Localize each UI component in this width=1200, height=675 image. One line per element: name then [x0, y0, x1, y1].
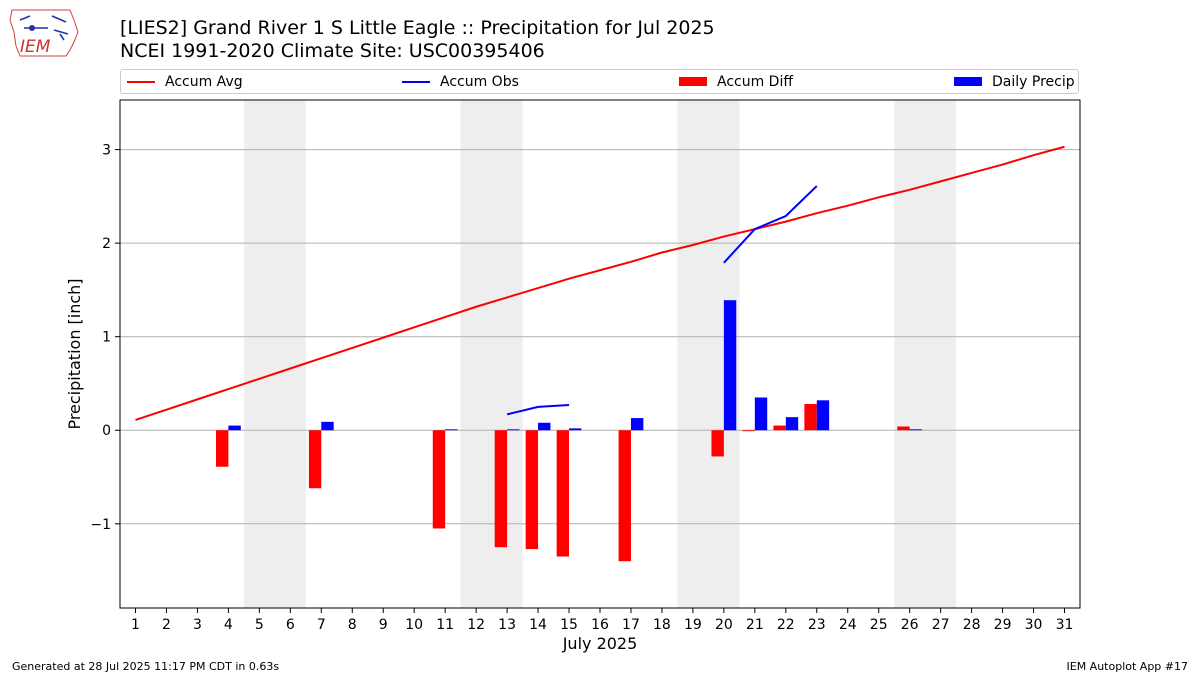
x-tick-label-3: 3 [193, 617, 202, 633]
y-tick-label-2: 1 [102, 330, 111, 346]
legend-label-accum-obs: Accum Obs [440, 73, 519, 90]
logo-text: IEM [20, 37, 51, 57]
legend-swatch-daily-precip [954, 77, 982, 86]
weekend-shade-1 [460, 100, 523, 608]
y-tick-label-4: 3 [102, 143, 111, 159]
x-tick-label-15: 15 [560, 617, 578, 633]
weekend-shade-3 [894, 100, 957, 608]
legend-label-daily-precip: Daily Precip [992, 73, 1075, 90]
footer-app: IEM Autoplot App #17 [1066, 660, 1189, 673]
accum-diff-bar-day-26 [897, 426, 910, 431]
x-tick-label-20: 20 [715, 617, 733, 633]
legend-item-accum-obs: Accum Obs [402, 70, 519, 93]
y-tick-label-1: 0 [102, 423, 111, 439]
x-tick-label-31: 31 [1056, 617, 1074, 633]
x-tick-label-17: 17 [622, 617, 640, 633]
x-tick-label-18: 18 [653, 617, 671, 633]
x-tick-label-19: 19 [684, 617, 702, 633]
accum-diff-bar-day-11 [432, 430, 446, 529]
daily-precip-bar-day-17 [630, 418, 644, 431]
accum-diff-bar-day-17 [618, 430, 631, 562]
weekend-shade-0 [243, 100, 306, 608]
x-tick-label-25: 25 [870, 617, 888, 633]
daily-precip-bar-day-13 [507, 429, 520, 431]
x-tick-label-13: 13 [498, 617, 516, 633]
footer-generated: Generated at 28 Jul 2025 11:17 PM CDT in… [12, 660, 280, 673]
x-tick-label-5: 5 [255, 617, 264, 633]
legend-label-accum-diff: Accum Diff [717, 73, 794, 90]
legend: Accum Avg Accum Obs Accum Diff Daily Pre… [120, 69, 1079, 94]
daily-precip-bar-day-21 [754, 397, 768, 431]
accum-diff-bar-day-23 [804, 404, 817, 431]
x-tick-label-30: 30 [1025, 617, 1043, 633]
x-tick-label-27: 27 [932, 617, 950, 633]
x-tick-label-10: 10 [405, 617, 423, 633]
accum-diff-bar-day-7 [308, 430, 322, 489]
x-axis-label: July 2025 [562, 634, 638, 653]
daily-precip-bar-day-14 [538, 422, 551, 431]
x-tick-label-16: 16 [591, 617, 609, 633]
accum-obs-line-segment-1 [723, 185, 818, 264]
y-tick-label-0: −1 [90, 517, 111, 533]
legend-swatch-accum-diff [679, 77, 707, 86]
legend-item-daily-precip: Daily Precip [954, 70, 1075, 93]
daily-precip-bar-day-23 [816, 400, 830, 431]
x-tick-label-26: 26 [901, 617, 919, 633]
daily-precip-bar-day-20 [723, 300, 737, 431]
iem-logo: IEM [9, 9, 79, 57]
x-tick-label-29: 29 [994, 617, 1012, 633]
chart-title: [LIES2] Grand River 1 S Little Eagle :: … [120, 17, 715, 39]
x-tick-label-22: 22 [777, 617, 795, 633]
daily-precip-bar-day-22 [785, 417, 799, 431]
accum-obs-line-segment-0 [506, 403, 570, 416]
daily-precip-bar-day-4 [228, 425, 241, 431]
x-tick-label-7: 7 [317, 617, 326, 633]
x-tick-label-4: 4 [224, 617, 233, 633]
x-tick-label-23: 23 [808, 617, 826, 633]
x-tick-label-11: 11 [436, 617, 454, 633]
accum-diff-bar-day-15 [556, 430, 570, 557]
legend-item-accum-diff: Accum Diff [679, 70, 793, 93]
daily-precip-bar-day-15 [569, 428, 582, 431]
x-tick-label-24: 24 [839, 617, 857, 633]
x-tick-label-28: 28 [963, 617, 981, 633]
plot-frame [119, 99, 1081, 609]
accum-diff-bar-day-4 [216, 430, 229, 467]
y-axis-label: Precipitation [inch] [65, 278, 84, 429]
daily-precip-bar-day-7 [321, 421, 334, 431]
y-tick-label-3: 2 [102, 236, 111, 252]
accum-avg-line [135, 145, 1065, 421]
chart-subtitle: NCEI 1991-2020 Climate Site: USC00395406 [120, 40, 545, 62]
x-tick-label-6: 6 [286, 617, 295, 633]
legend-swatch-accum-avg [127, 80, 155, 83]
x-tick-label-8: 8 [348, 617, 357, 633]
daily-precip-bar-day-11 [445, 429, 458, 431]
daily-precip-bar-day-26 [909, 429, 923, 431]
x-tick-label-12: 12 [467, 617, 485, 633]
accum-diff-bar-day-20 [711, 430, 724, 457]
legend-item-accum-avg: Accum Avg [127, 70, 243, 93]
x-tick-label-9: 9 [379, 617, 388, 633]
accum-diff-bar-day-22 [773, 425, 786, 431]
x-tick-label-14: 14 [529, 617, 547, 633]
legend-swatch-accum-obs [402, 80, 430, 83]
accum-diff-bar-day-14 [525, 430, 539, 550]
accum-diff-bar-day-21 [742, 430, 755, 432]
x-tick-label-1: 1 [131, 617, 140, 633]
weekend-shade-2 [677, 100, 740, 608]
accum-diff-bar-day-13 [494, 430, 508, 548]
x-tick-label-2: 2 [162, 617, 171, 633]
legend-label-accum-avg: Accum Avg [165, 73, 243, 90]
x-tick-label-21: 21 [746, 617, 764, 633]
